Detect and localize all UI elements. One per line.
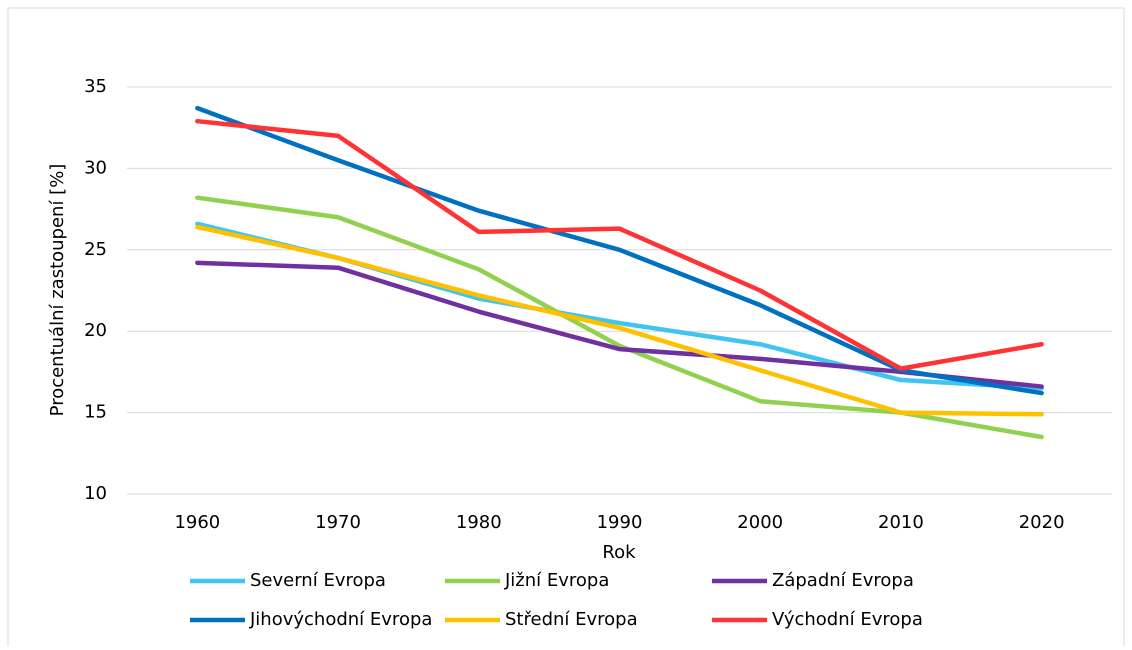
legend-label: Jihovýchodní Evropa xyxy=(249,609,432,630)
series-line xyxy=(195,118,1044,371)
x-tick-label: 1970 xyxy=(315,512,361,533)
legend-label: Západní Evropa xyxy=(772,570,914,591)
x-tick-label: 1980 xyxy=(456,512,502,533)
x-tick-label: 1990 xyxy=(597,512,643,533)
y-tick-label: 25 xyxy=(84,239,107,260)
x-tick-label: 1960 xyxy=(174,512,220,533)
x-tick-label: 2010 xyxy=(878,512,924,533)
y-tick-label: 35 xyxy=(84,76,107,97)
legend-label: Střední Evropa xyxy=(505,609,638,630)
y-tick-label: 10 xyxy=(84,483,107,504)
y-tick-label: 20 xyxy=(84,320,107,341)
chart-border xyxy=(7,7,1125,650)
series-line xyxy=(195,224,1044,417)
y-axis-label: Procentuální zastoupení [%] xyxy=(47,164,68,417)
legend-label: Jižní Evropa xyxy=(504,570,609,591)
x-axis-label: Rok xyxy=(602,542,636,563)
legend-label: Východní Evropa xyxy=(772,609,923,630)
y-tick-label: 15 xyxy=(84,402,107,423)
x-tick-label: 2020 xyxy=(1019,512,1065,533)
legend-label: Severní Evropa xyxy=(250,570,386,591)
x-tick-label: 2000 xyxy=(737,512,783,533)
y-tick-label: 30 xyxy=(84,157,107,178)
